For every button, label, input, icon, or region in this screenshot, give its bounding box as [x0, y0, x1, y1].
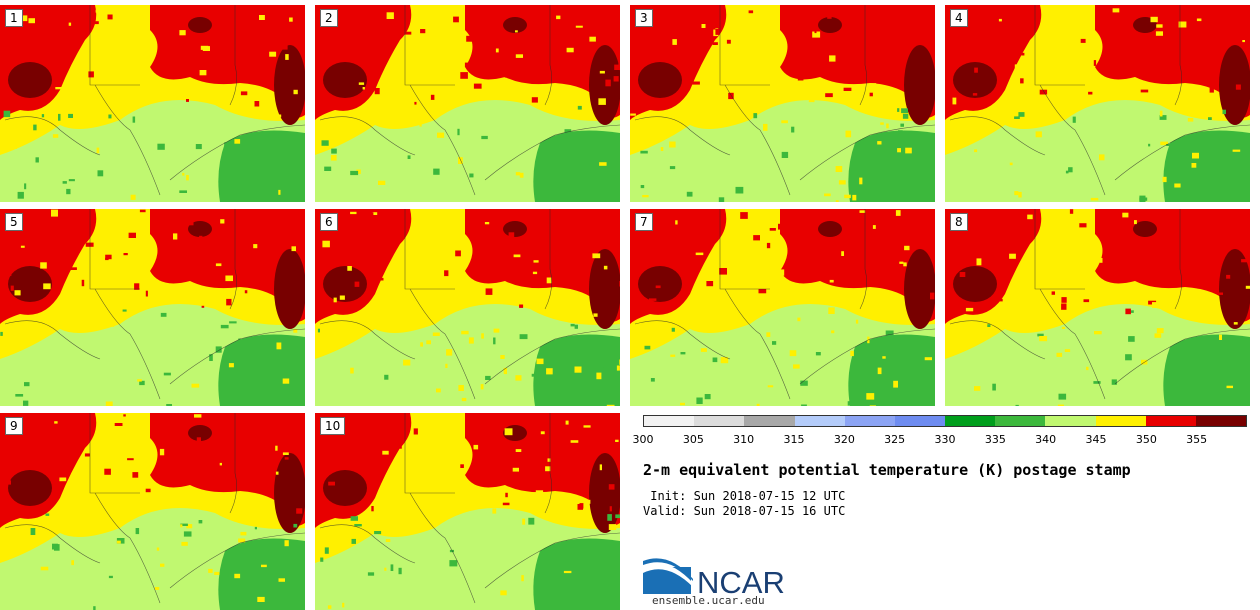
colorbar-tick-label: 330 — [934, 433, 956, 446]
colorbar-tick-label: 310 — [733, 433, 755, 446]
colorbar-tick-label: 340 — [1035, 433, 1057, 446]
postage-stamp-panel: 5 — [0, 209, 305, 406]
colorbar-tick-label: 315 — [783, 433, 805, 446]
colorbar-segment — [1145, 416, 1196, 426]
postage-stamp-panel: 2 — [315, 5, 620, 202]
init-time: Init: Sun 2018-07-15 12 UTC — [643, 489, 846, 503]
postage-stamp-panel: 6 — [315, 209, 620, 406]
colorbar-tick-label: 345 — [1085, 433, 1107, 446]
ncar-logo: NCAR — [643, 558, 785, 598]
colorbar-tick-label: 320 — [833, 433, 855, 446]
postage-stamp-panel: 3 — [630, 5, 935, 202]
colorbar-tick-label: 350 — [1135, 433, 1157, 446]
colorbar-tick-label: 305 — [682, 433, 704, 446]
colorbar — [643, 415, 1247, 427]
member-number: 8 — [950, 213, 968, 231]
postage-stamp-panel: 8 — [945, 209, 1250, 406]
logo-text: NCAR — [697, 565, 785, 598]
member-number: 7 — [635, 213, 653, 231]
postage-stamp-panel: 10 — [315, 413, 620, 610]
colorbar-segment — [794, 416, 845, 426]
colorbar-segment — [995, 416, 1046, 426]
colorbar-tick-label: 355 — [1186, 433, 1208, 446]
postage-stamp-panel: 4 — [945, 5, 1250, 202]
member-number: 1 — [5, 9, 23, 27]
colorbar-segment — [1195, 416, 1247, 426]
member-number: 6 — [320, 213, 338, 231]
valid-time: Valid: Sun 2018-07-15 16 UTC — [643, 504, 846, 518]
member-number: 10 — [320, 417, 346, 435]
postage-stamp-panel: 7 — [630, 209, 935, 406]
plot-title: 2-m equivalent potential temperature (K)… — [643, 461, 1131, 479]
colorbar-tick-label: 300 — [632, 433, 654, 446]
member-number: 3 — [635, 9, 653, 27]
member-number: 5 — [5, 213, 23, 231]
colorbar-ticks: 300 305 310 315 320 325 330 335 340 345 350 355 — [633, 433, 1247, 447]
colorbar-tick-label: 335 — [984, 433, 1006, 446]
member-number: 9 — [5, 417, 23, 435]
colorbar-segment — [1045, 416, 1096, 426]
colorbar-segment — [644, 416, 695, 426]
colorbar-segment — [744, 416, 795, 426]
member-number: 4 — [950, 9, 968, 27]
postage-stamp-panel: 1 — [0, 5, 305, 202]
site-url: ensemble.ucar.edu — [652, 594, 765, 607]
colorbar-segment — [894, 416, 946, 426]
colorbar-tick-label: 325 — [884, 433, 906, 446]
colorbar-segment — [694, 416, 745, 426]
member-number: 2 — [320, 9, 338, 27]
postage-stamp-panel: 9 — [0, 413, 305, 610]
colorbar-segment — [945, 416, 996, 426]
colorbar-segment — [844, 416, 895, 426]
colorbar-segment — [1095, 416, 1146, 426]
